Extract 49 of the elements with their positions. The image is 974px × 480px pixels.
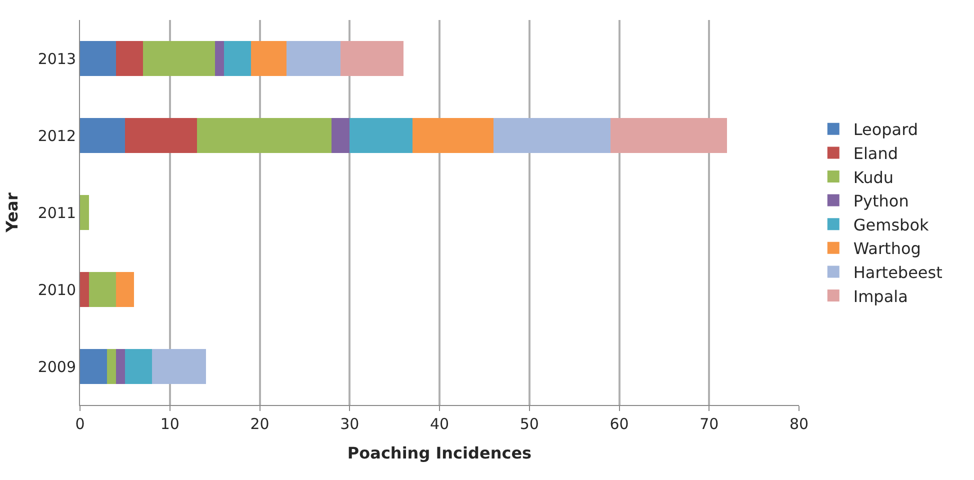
bar — [286, 41, 341, 76]
legend-label: Warthog — [853, 239, 921, 258]
y-tick-label: 2009 — [38, 358, 76, 376]
legend-label: Hartebeest — [853, 262, 942, 282]
x-tick-label: 70 — [700, 415, 719, 433]
bar — [80, 195, 89, 230]
x-tick-label: 40 — [430, 415, 450, 433]
bar — [88, 272, 116, 307]
bar — [106, 349, 116, 384]
bar — [493, 118, 610, 153]
bar — [116, 349, 125, 384]
y-tick-label: 2011 — [38, 204, 76, 222]
legend-label: Kudu — [853, 168, 894, 187]
legend-label: Gemsbok — [853, 215, 930, 234]
bar — [412, 118, 494, 153]
bar — [124, 349, 152, 384]
legend-label: Impala — [853, 286, 908, 306]
y-axis-title: Year — [2, 192, 22, 234]
bar — [610, 118, 728, 153]
legend-label: Leopard — [853, 120, 918, 140]
bar — [224, 41, 251, 76]
x-tick-label: 80 — [789, 415, 809, 433]
y-tick-label: 2012 — [38, 126, 76, 145]
bar — [124, 118, 197, 153]
x-tick-label: 0 — [75, 415, 85, 433]
legend-label: Eland — [853, 144, 898, 163]
bar — [116, 41, 143, 76]
bar — [80, 349, 107, 384]
bar — [340, 41, 404, 76]
bar — [80, 272, 89, 307]
bar — [142, 41, 215, 76]
x-tick-label: 50 — [520, 415, 539, 433]
bar — [152, 349, 206, 384]
y-tick-label: 2010 — [38, 280, 76, 299]
bar — [350, 118, 413, 153]
legend-label: Python — [853, 192, 909, 211]
x-tick-label: 10 — [160, 415, 180, 433]
bar — [80, 118, 125, 153]
bar — [250, 41, 287, 76]
x-tick-label: 60 — [610, 415, 629, 433]
bar — [214, 41, 224, 76]
x-tick-label: 20 — [250, 415, 270, 433]
bar — [332, 118, 350, 153]
x-tick-label: 30 — [340, 415, 360, 433]
bar — [116, 272, 134, 307]
bar — [196, 118, 332, 153]
bar — [80, 41, 116, 76]
x-axis-title: Poaching Incidences — [347, 444, 532, 463]
y-tick-label: 2013 — [38, 50, 76, 68]
